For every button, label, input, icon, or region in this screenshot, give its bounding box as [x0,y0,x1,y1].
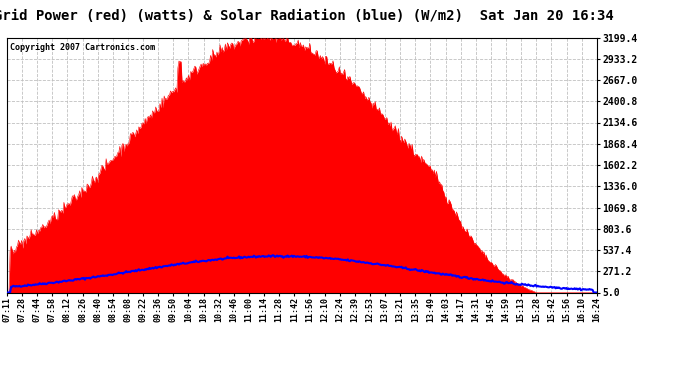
Text: Copyright 2007 Cartronics.com: Copyright 2007 Cartronics.com [10,43,155,52]
Text: Grid Power (red) (watts) & Solar Radiation (blue) (W/m2)  Sat Jan 20 16:34: Grid Power (red) (watts) & Solar Radiati… [0,9,613,23]
